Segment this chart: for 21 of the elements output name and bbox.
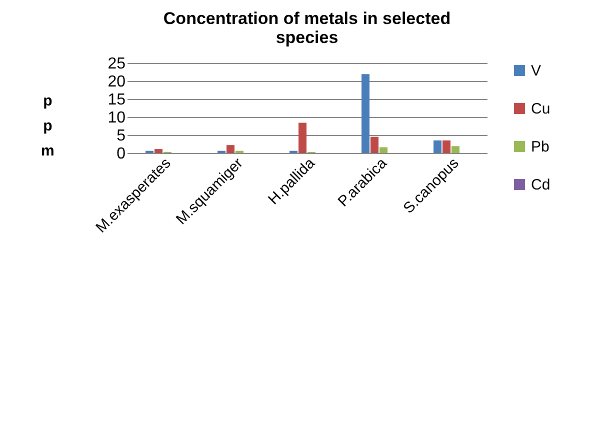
bar [154,149,162,153]
bar [380,147,388,153]
bar [362,74,370,153]
y-tick-label: 5 [116,128,126,144]
y-tick-label: 0 [116,146,126,162]
bar [226,145,234,153]
bar [452,146,460,153]
y-tick-label: 25 [108,56,126,72]
bar [298,122,306,153]
y-tick-label: 20 [108,74,126,90]
y-tick-label: 10 [108,110,126,126]
legend-label: Cd [531,176,550,194]
legend-label: Pb [531,138,550,156]
y-axis-title: ppm [41,92,54,160]
bar [370,136,378,153]
bar [442,140,450,153]
legend-label: Cu [531,100,550,118]
legend-label: V [531,62,542,80]
y-tick-label: 15 [108,92,126,108]
chart-title: Concentration of metals in selected species [163,9,451,47]
bar [434,140,442,153]
